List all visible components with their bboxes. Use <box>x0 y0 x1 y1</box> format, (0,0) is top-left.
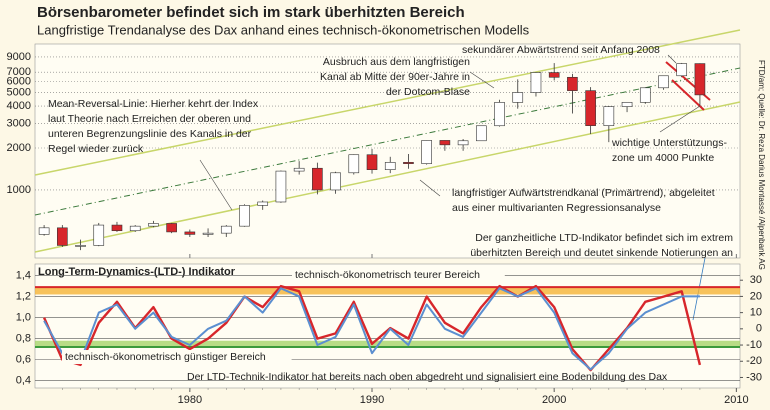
zone-label: technisch-ökonometrisch günstiger Bereic… <box>65 351 266 363</box>
candle-body <box>621 101 633 107</box>
candle-body <box>275 170 287 203</box>
y-tick-label: 7000 <box>7 66 31 78</box>
candle-body <box>184 231 196 235</box>
y2-tick-label: -30 <box>746 371 762 383</box>
leader-line <box>659 105 701 133</box>
chart-subtitle: Langfristige Trendanalyse des Dax anhand… <box>37 22 530 37</box>
indicator-line <box>43 287 700 371</box>
y-tick-label: 1000 <box>7 184 31 196</box>
y2-tick-label: -20 <box>746 355 762 367</box>
annotation: unteren Begrenzungslinie des Kanals in d… <box>48 128 252 140</box>
y-tick-label: 1,2 <box>16 290 31 302</box>
mean-reversal-line <box>34 67 741 216</box>
candle-body <box>457 140 469 146</box>
y2-tick-label: -10 <box>746 339 762 351</box>
candle-body <box>439 140 451 146</box>
source: FTD/am; Quelle: Dr. Reza Darius Montassé… <box>757 60 766 270</box>
y-tick-label: 4000 <box>7 100 31 112</box>
candle-body <box>57 227 68 246</box>
candle-body <box>476 125 487 142</box>
leader-line <box>469 71 495 89</box>
annotation: langfristiger Aufwärtstrendkanal (Primär… <box>452 187 715 199</box>
candle-body <box>75 245 86 247</box>
y-tick-label: 5000 <box>7 86 31 98</box>
candle-body <box>129 225 141 232</box>
candle-body <box>694 63 706 96</box>
candle-body <box>38 227 50 235</box>
y2-tick-label: 0 <box>756 323 762 335</box>
label-bg <box>292 268 505 283</box>
candle-body <box>494 102 505 127</box>
annotation: laut Theorie nach Erreichen der oberen u… <box>48 113 251 125</box>
leader-line <box>419 179 441 197</box>
candle-body <box>93 224 105 246</box>
indicator-panel <box>34 263 741 389</box>
zone <box>35 340 740 348</box>
candle-body <box>585 90 596 126</box>
candle-body <box>603 106 615 126</box>
candle-body <box>312 167 323 191</box>
panel-title: Long-Term-Dynamics-(LTD-) Indikator <box>38 266 236 278</box>
y2-tick-label: 30 <box>750 274 762 286</box>
y-tick-label: 6000 <box>7 75 31 87</box>
candle-body <box>658 75 669 89</box>
candle-body <box>148 223 159 227</box>
x-tick-label: 1990 <box>360 394 384 406</box>
y2-tick-label: 10 <box>750 307 762 319</box>
leader-line <box>199 159 233 211</box>
candle-body <box>548 72 560 78</box>
y-tick-label: 0,6 <box>16 354 31 366</box>
x-tick-label: 2000 <box>542 394 566 406</box>
y-tick-label: 2000 <box>7 142 31 154</box>
candle-body <box>293 167 305 172</box>
candle-body <box>257 201 269 206</box>
candle-body <box>111 224 123 232</box>
label-bg <box>62 350 292 365</box>
leader-line <box>667 54 677 64</box>
annotation: der Dotcom-Blase <box>386 86 470 98</box>
annotation: wichtige Unterstützungs- <box>611 137 727 149</box>
candle-body <box>348 154 360 174</box>
candle-body <box>639 87 651 103</box>
downtrend-line <box>671 79 705 111</box>
annotation: Ausbruch aus dem langfristigen <box>323 56 470 68</box>
y-tick-label: 0,4 <box>16 375 31 387</box>
y2-tick-label: 20 <box>750 290 762 302</box>
annotation: Der ganzheitliche LTD-Indikator befindet… <box>475 232 733 244</box>
y-tick-label: 0,8 <box>16 333 31 345</box>
candle-body <box>166 223 177 233</box>
candle-body <box>421 140 432 164</box>
annotation: sekundärer Abwärtstrend seit Anfang 2008 <box>462 44 660 56</box>
y-tick-label: 3000 <box>7 117 31 129</box>
x-tick-label: 1980 <box>178 394 202 406</box>
candle-body <box>530 72 542 93</box>
annotation: aus einer multivarianten Regressionsanal… <box>452 202 661 214</box>
lower-channel <box>34 101 741 253</box>
candle-body <box>403 162 414 164</box>
candle-body <box>676 63 688 77</box>
candle-body <box>202 232 214 235</box>
candle-body <box>366 154 378 170</box>
candle-body <box>330 172 341 191</box>
y-tick-label: 9000 <box>7 51 31 63</box>
upper-channel <box>34 29 741 176</box>
annotation: Der LTD-Technik-Indikator hat bereits na… <box>187 371 668 383</box>
annotation: zone um 4000 Punkte <box>612 152 714 164</box>
candle-body <box>512 92 524 103</box>
candle-body <box>220 225 232 234</box>
chart-title: Börsenbarometer befindet sich im stark ü… <box>37 4 465 21</box>
x-tick-label: 2010 <box>724 394 748 406</box>
candle-body <box>384 162 396 170</box>
candle-body <box>567 76 578 91</box>
candle-body <box>239 205 250 227</box>
zone-label: technisch-ökonometrisch teurer Bereich <box>295 269 480 281</box>
annotation: Mean-Reversal-Linie: Hierher kehrt der I… <box>48 98 259 110</box>
y-tick-label: 1,0 <box>16 311 31 323</box>
annotation: Regel wieder zurück <box>48 143 144 155</box>
y-tick-label: 1,4 <box>16 269 31 281</box>
zone <box>35 287 740 295</box>
annotation: überhitzten Bereich und deutet sinkende … <box>470 247 733 259</box>
annotation: Kanal ab Mitte der 90er-Jahre in <box>320 71 470 83</box>
